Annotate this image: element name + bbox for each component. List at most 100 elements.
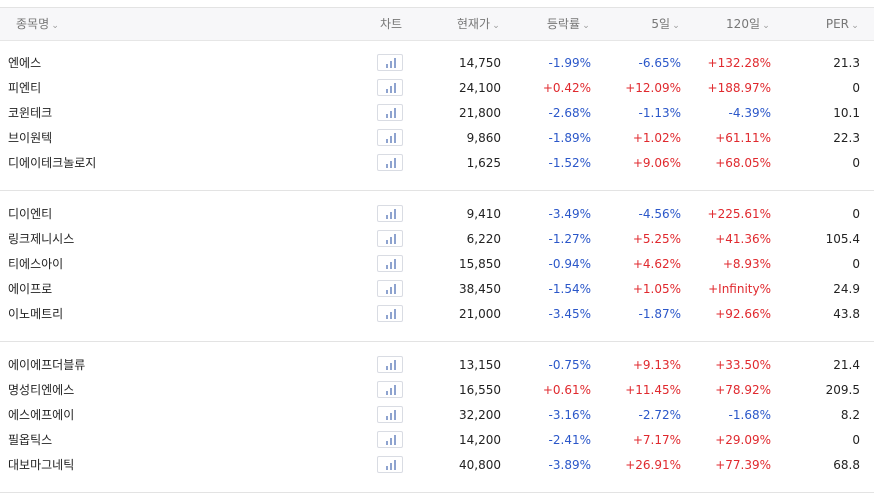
stock-name-link[interactable]: 대보마그네틱 <box>8 458 75 472</box>
120-day-change-value: +68.05% <box>715 156 771 170</box>
chart-button[interactable] <box>377 431 403 448</box>
per-value: 22.3 <box>833 131 860 145</box>
sort-120d-button[interactable]: 120일 ⌄ <box>726 8 771 40</box>
price-value: 24,100 <box>459 81 501 95</box>
chart-button[interactable] <box>377 104 403 121</box>
table-row[interactable]: 피엔티 24,100 +0.42% +12.09% +188.97% 0 <box>0 76 874 101</box>
stock-name-link[interactable]: 에스에프에이 <box>8 408 75 422</box>
chevron-down-icon: ⌄ <box>762 21 770 31</box>
bar-chart-icon <box>386 234 396 244</box>
chart-button[interactable] <box>377 255 403 272</box>
table-row[interactable]: 이노메트리 21,000 -3.45% -1.87% +92.66% 43.8 <box>0 302 874 327</box>
five-day-change-value: +9.13% <box>632 358 681 372</box>
table-row[interactable]: 티에스아이 15,850 -0.94% +4.62% +8.93% 0 <box>0 252 874 277</box>
120-day-change-value: +188.97% <box>707 81 771 95</box>
stock-name-link[interactable]: 디에이테크놀로지 <box>8 156 97 170</box>
chart-button[interactable] <box>377 79 403 96</box>
per-value: 0 <box>852 81 860 95</box>
five-day-change-value: +1.05% <box>632 282 681 296</box>
bar-chart-icon <box>386 259 396 269</box>
five-day-change-value: +1.02% <box>632 131 681 145</box>
table-row[interactable]: 명성티엔에스 16,550 +0.61% +11.45% +78.92% 209.5 <box>0 378 874 403</box>
stock-name-link[interactable]: 피엔티 <box>8 81 42 95</box>
table-row[interactable]: 대보마그네틱 40,800 -3.89% +26.91% +77.39% 68.8 <box>0 453 874 478</box>
change-rate-value: -1.54% <box>548 282 591 296</box>
price-value: 21,000 <box>459 307 501 321</box>
table-row[interactable]: 필옵틱스 14,200 -2.41% +7.17% +29.09% 0 <box>0 428 874 453</box>
change-rate-value: -1.89% <box>548 131 591 145</box>
sort-per-button[interactable]: PER ⌄ <box>826 8 860 40</box>
stock-name-link[interactable]: 코윈테크 <box>8 106 53 120</box>
chart-button[interactable] <box>377 406 403 423</box>
per-value: 0 <box>852 156 860 170</box>
stock-name-link[interactable]: 링크제니시스 <box>8 232 75 246</box>
stock-group: 엔에스 14,750 -1.99% -6.65% +132.28% 21.3 피엔티 24,1… <box>0 40 874 191</box>
120-day-change-value: -4.39% <box>728 106 771 120</box>
sort-price-button[interactable]: 현재가 ⌄ <box>457 8 501 40</box>
chart-button[interactable] <box>377 54 403 71</box>
table-row[interactable]: 디에이테크놀로지 1,625 -1.52% +9.06% +68.05% 0 <box>0 151 874 176</box>
chart-button[interactable] <box>377 129 403 146</box>
stock-name-link[interactable]: 이노메트리 <box>8 307 64 321</box>
stock-name-link[interactable]: 명성티엔에스 <box>8 383 75 397</box>
price-header-label: 현재가 <box>456 17 490 31</box>
price-value: 38,450 <box>459 282 501 296</box>
bar-chart-icon <box>386 83 396 93</box>
per-value: 8.2 <box>840 408 860 422</box>
bar-chart-icon <box>386 435 396 445</box>
chart-button[interactable] <box>377 381 403 398</box>
five-day-change-value: +4.62% <box>632 257 681 271</box>
bar-chart-icon <box>386 460 396 470</box>
chart-button[interactable] <box>377 305 403 322</box>
table-row[interactable]: 디이엔티 9,410 -3.49% -4.56% +225.61% 0 <box>0 202 874 227</box>
stock-name-link[interactable]: 필옵틱스 <box>8 433 53 447</box>
price-value: 9,410 <box>466 207 501 221</box>
five-day-change-value: -4.56% <box>638 207 681 221</box>
price-value: 16,550 <box>459 383 501 397</box>
stock-groups: 엔에스 14,750 -1.99% -6.65% +132.28% 21.3 피엔티 24,1… <box>0 40 874 493</box>
stock-name-link[interactable]: 에이에프더블류 <box>8 358 86 372</box>
chart-header-label: 차트 <box>380 17 403 31</box>
sort-name-button[interactable]: 종목명 ⌄ <box>16 8 60 40</box>
change-rate-value: +0.61% <box>542 383 591 397</box>
five-day-change-value: +5.25% <box>632 232 681 246</box>
120-day-change-value: +33.50% <box>715 358 771 372</box>
table-row[interactable]: 에이프로 38,450 -1.54% +1.05% +Infinity% 24.9 <box>0 277 874 302</box>
stock-name-link[interactable]: 에이프로 <box>8 282 53 296</box>
chevron-down-icon: ⌄ <box>672 21 680 31</box>
bar-chart-icon <box>386 58 396 68</box>
table-row[interactable]: 에이에프더블류 13,150 -0.75% +9.13% +33.50% 21.4 <box>0 353 874 378</box>
per-value: 10.1 <box>833 106 860 120</box>
bar-chart-icon <box>386 309 396 319</box>
change-rate-value: +0.42% <box>542 81 591 95</box>
sort-change-button[interactable]: 등락률 ⌄ <box>547 8 591 40</box>
chart-button[interactable] <box>377 205 403 222</box>
table-row[interactable]: 링크제니시스 6,220 -1.27% +5.25% +41.36% 105.4 <box>0 227 874 252</box>
table-row[interactable]: 엔에스 14,750 -1.99% -6.65% +132.28% 21.3 <box>0 51 874 76</box>
stock-name-link[interactable]: 디이엔티 <box>8 207 53 221</box>
chart-button[interactable] <box>377 280 403 297</box>
stock-name-link[interactable]: 엔에스 <box>8 56 42 70</box>
120-day-change-value: +92.66% <box>715 307 771 321</box>
chart-button[interactable] <box>377 230 403 247</box>
stock-group: 디이엔티 9,410 -3.49% -4.56% +225.61% 0 링크제니시스 6,22… <box>0 191 874 342</box>
table-row[interactable]: 코윈테크 21,800 -2.68% -1.13% -4.39% 10.1 <box>0 101 874 126</box>
chart-button[interactable] <box>377 154 403 171</box>
chart-button[interactable] <box>377 356 403 373</box>
table-row[interactable]: 브이원텍 9,860 -1.89% +1.02% +61.11% 22.3 <box>0 126 874 151</box>
sort-5d-button[interactable]: 5일 ⌄ <box>651 8 681 40</box>
per-value: 0 <box>852 207 860 221</box>
120-day-change-value: +61.11% <box>715 131 771 145</box>
per-value: 21.3 <box>833 56 860 70</box>
five-day-change-value: +12.09% <box>625 81 681 95</box>
change-rate-value: -3.49% <box>548 207 591 221</box>
chart-button[interactable] <box>377 456 403 473</box>
stock-name-link[interactable]: 티에스아이 <box>8 257 64 271</box>
120-day-change-value: +132.28% <box>707 56 771 70</box>
stock-name-link[interactable]: 브이원텍 <box>8 131 53 145</box>
table-row[interactable]: 에스에프에이 32,200 -3.16% -2.72% -1.68% 8.2 <box>0 403 874 428</box>
five-day-change-value: +9.06% <box>632 156 681 170</box>
change-rate-value: -2.68% <box>548 106 591 120</box>
change-rate-value: -3.45% <box>548 307 591 321</box>
five-day-change-value: +7.17% <box>632 433 681 447</box>
